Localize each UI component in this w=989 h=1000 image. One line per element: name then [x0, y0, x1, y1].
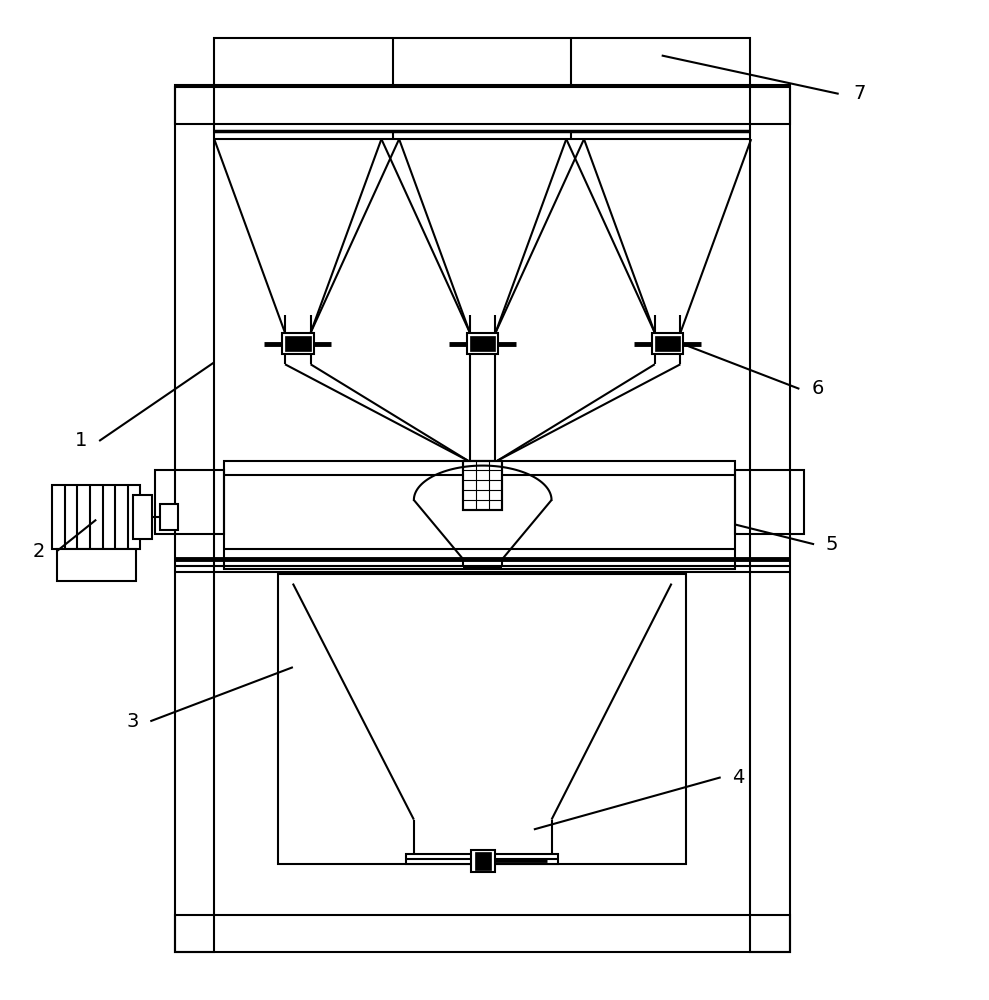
Bar	[175, 915, 789, 952]
Bar	[282, 333, 314, 354]
Text: 6: 6	[811, 379, 824, 398]
Text: 1: 1	[75, 431, 87, 450]
Bar	[56, 549, 135, 581]
Bar	[751, 87, 789, 952]
Bar	[175, 85, 789, 124]
Bar	[463, 461, 502, 510]
Text: 2: 2	[33, 542, 45, 561]
Bar	[155, 470, 225, 534]
Bar	[467, 333, 498, 354]
Bar	[278, 574, 686, 864]
Bar	[463, 461, 502, 510]
Bar	[160, 504, 178, 530]
Text: 3: 3	[127, 712, 138, 731]
Bar	[470, 336, 495, 351]
Bar	[406, 854, 559, 864]
Bar	[215, 38, 751, 87]
Text: 4: 4	[733, 768, 745, 787]
Bar	[475, 852, 491, 870]
Bar	[52, 485, 140, 549]
Bar	[285, 336, 311, 351]
Text: 7: 7	[854, 84, 865, 103]
Bar	[655, 336, 680, 351]
Bar	[133, 495, 152, 539]
Bar	[652, 333, 683, 354]
Bar	[175, 87, 215, 952]
Text: 5: 5	[826, 535, 839, 554]
Bar	[471, 850, 494, 872]
Bar	[736, 470, 804, 534]
Bar	[225, 461, 736, 569]
